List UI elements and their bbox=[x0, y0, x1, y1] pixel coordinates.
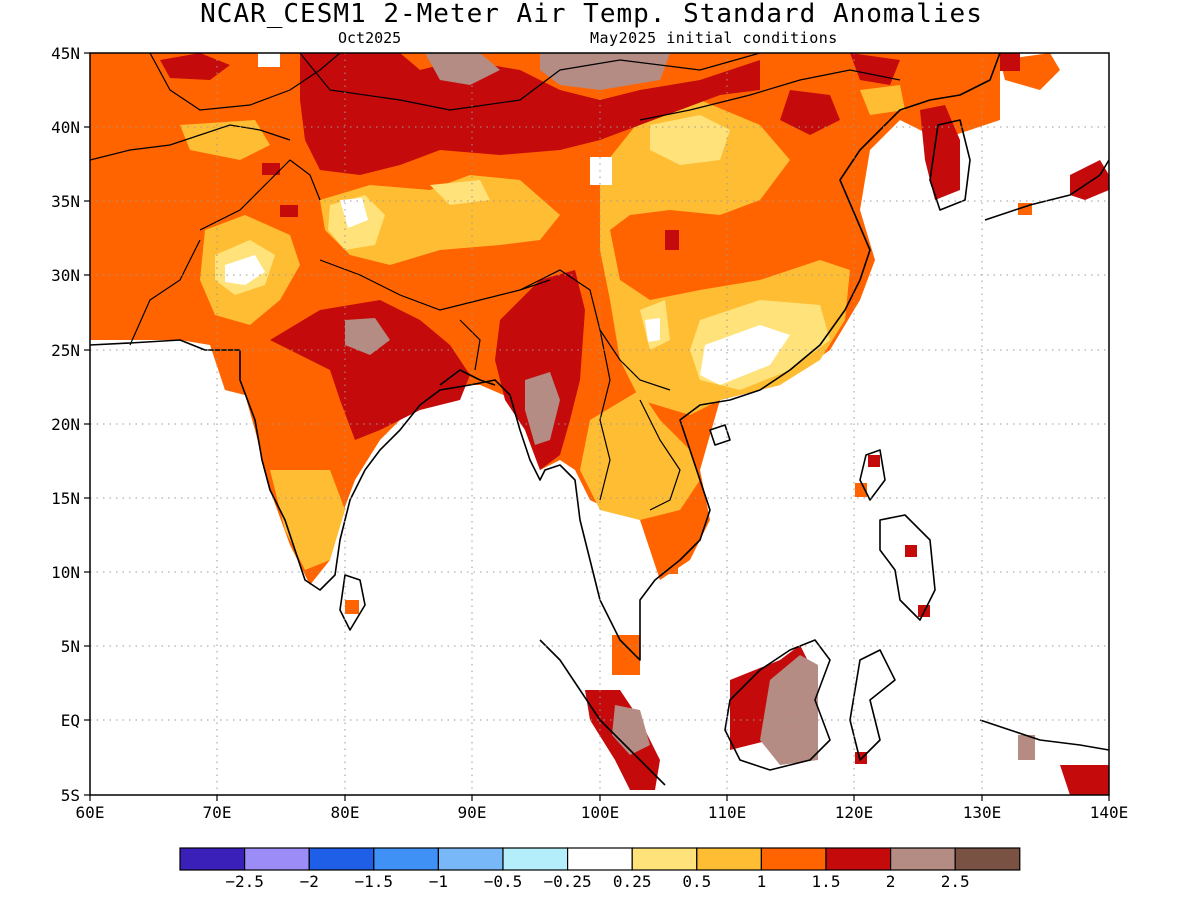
grid-lines bbox=[90, 53, 1109, 795]
coastlines bbox=[90, 53, 1109, 786]
colorbar-swatch bbox=[502, 847, 569, 871]
colorbar-swatch bbox=[631, 847, 698, 871]
lon-label: 120E bbox=[835, 803, 874, 822]
colorbar-label: 1.5 bbox=[812, 872, 841, 891]
lon-label: 110E bbox=[708, 803, 747, 822]
lat-label: 5N bbox=[61, 637, 80, 656]
colorbar-label: 1 bbox=[757, 872, 767, 891]
colorbar-swatch bbox=[308, 847, 375, 871]
axis-ticks bbox=[84, 52, 1110, 801]
longitude-labels: 60E 70E 80E 90E 100E 110E 120E 130E 140E bbox=[76, 803, 1129, 822]
lat-label: 10N bbox=[51, 563, 80, 582]
lat-label: 15N bbox=[51, 489, 80, 508]
map-field bbox=[90, 53, 1109, 795]
colorbar-swatch bbox=[437, 847, 504, 871]
lat-label: 45N bbox=[51, 44, 80, 63]
colorbar-label: 0.5 bbox=[682, 872, 711, 891]
forecast-month: Oct2025 bbox=[338, 29, 402, 47]
lat-label: 5S bbox=[61, 786, 80, 805]
lat-label: 35N bbox=[51, 192, 80, 211]
lon-label: 90E bbox=[458, 803, 487, 822]
lat-label: 30N bbox=[51, 266, 80, 285]
country-borders bbox=[90, 53, 901, 511]
colorbar-label: −1 bbox=[429, 872, 448, 891]
colorbar-swatch bbox=[954, 847, 1021, 871]
colorbar-label: −2 bbox=[300, 872, 319, 891]
colorbar-swatch bbox=[373, 847, 439, 871]
lon-label: 100E bbox=[581, 803, 620, 822]
lon-label: 140E bbox=[1090, 803, 1129, 822]
colorbar-label: −1.5 bbox=[355, 872, 394, 891]
lon-label: 70E bbox=[203, 803, 232, 822]
latitude-labels: 45N 40N 35N 30N 25N 20N 15N 10N 5N EQ 5S bbox=[51, 44, 80, 805]
colorbar: −2.5 −2 −1.5 −1 −0.5 −0.25 0.25 0.5 1 1.5 2 2.5 bbox=[179, 847, 1021, 891]
lon-label: 60E bbox=[76, 803, 105, 822]
anomaly-2-2p5-regions bbox=[345, 53, 1035, 765]
colorbar-label: 2.5 bbox=[941, 872, 970, 891]
lat-label: 40N bbox=[51, 118, 80, 137]
lat-label: 20N bbox=[51, 415, 80, 434]
colorbar-swatch bbox=[566, 847, 633, 871]
colorbar-swatch bbox=[825, 847, 892, 871]
colorbar-label: 0.25 bbox=[613, 872, 652, 891]
colorbar-swatch bbox=[244, 847, 310, 871]
lat-label: EQ bbox=[61, 711, 80, 730]
colorbar-swatch bbox=[179, 847, 246, 871]
colorbar-label: 2 bbox=[886, 872, 896, 891]
colorbar-swatch bbox=[760, 847, 827, 871]
colorbar-label: −0.5 bbox=[484, 872, 523, 891]
lon-label: 130E bbox=[963, 803, 1002, 822]
colorbar-swatch bbox=[696, 847, 762, 871]
lon-label: 80E bbox=[331, 803, 360, 822]
initial-conditions-label: May2025 initial conditions bbox=[590, 29, 838, 47]
colorbar-label: −2.5 bbox=[225, 872, 264, 891]
map-title: NCAR_CESM1 2-Meter Air Temp. Standard An… bbox=[200, 0, 983, 29]
lat-label: 25N bbox=[51, 341, 80, 360]
colorbar-swatch bbox=[889, 847, 956, 871]
colorbar-label: −0.25 bbox=[544, 872, 592, 891]
